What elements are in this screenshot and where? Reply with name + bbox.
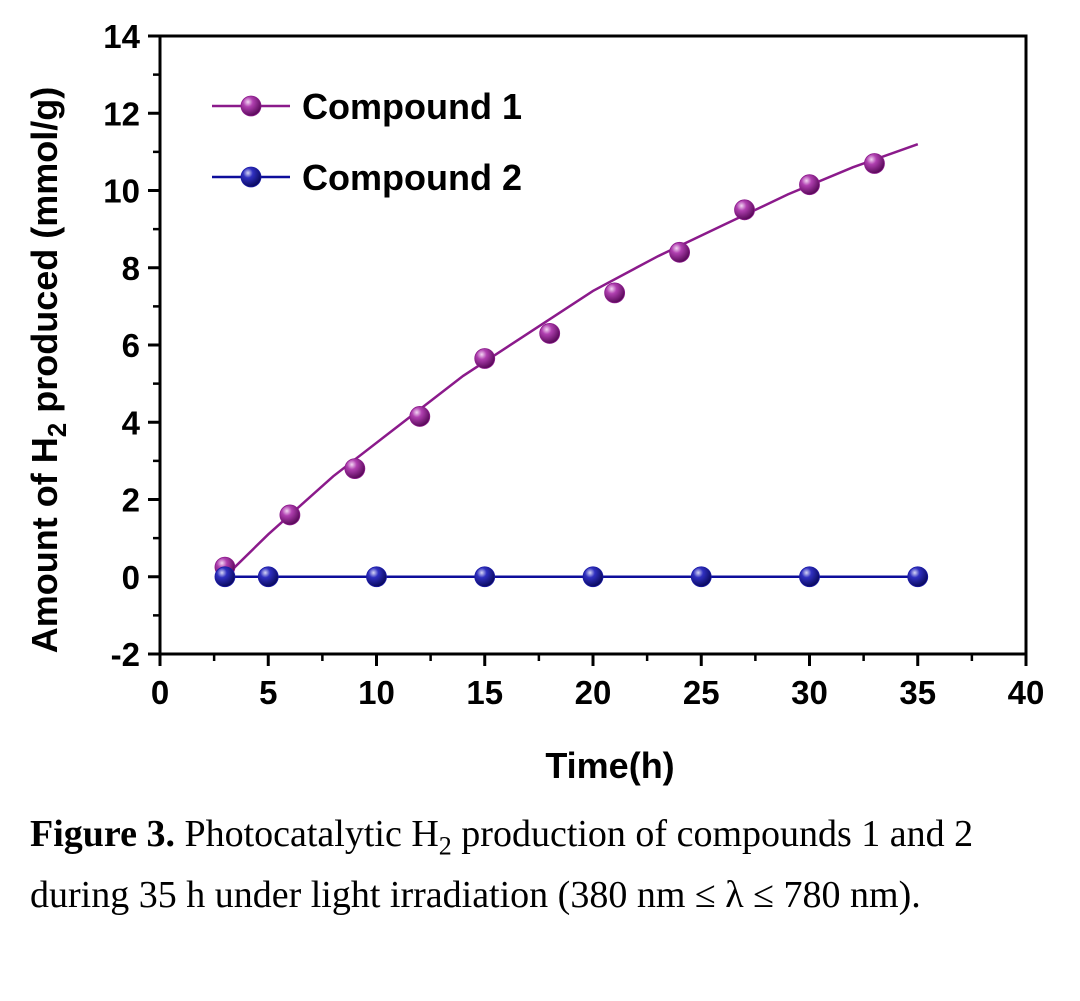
- axis-ticks: 0 5 10 15 20 25 30 35 40 -2 0 2 4 6 8 10 12 14: [103, 18, 1044, 711]
- legend-marker: [240, 166, 262, 188]
- data-point: [604, 282, 626, 304]
- y-axis-label: Amount of H2 produced (mmol/g): [24, 87, 72, 653]
- y-tick-label: 10: [103, 173, 140, 210]
- data-point: [907, 566, 929, 588]
- data-point: [690, 566, 712, 588]
- data-point: [279, 504, 301, 526]
- y-tick-label: 4: [122, 404, 141, 441]
- x-tick-label: 20: [575, 674, 612, 711]
- y-tick-label: 0: [122, 559, 140, 596]
- data-point: [366, 566, 387, 588]
- y-tick-label: 8: [122, 250, 140, 287]
- series-line-1: [224, 143, 919, 578]
- legend-marker: [240, 95, 262, 117]
- x-tick-label: 40: [1008, 674, 1045, 711]
- chart: 0 5 10 15 20 25 30 35 40 -2 0 2 4 6 8 10 12 14 Compound 1…: [24, 18, 1044, 786]
- data-point: [409, 406, 431, 427]
- data-point: [539, 323, 561, 344]
- x-tick-label: 35: [899, 674, 936, 711]
- data-point: [474, 566, 496, 588]
- data-point: [344, 458, 366, 480]
- data-point: [474, 348, 496, 369]
- data-point: [214, 566, 236, 588]
- y-tick-label: -2: [111, 636, 140, 673]
- y-tick-label: 6: [122, 327, 140, 364]
- y-tick-label: 12: [103, 95, 140, 132]
- x-tick-label: 5: [259, 674, 277, 711]
- plot-area: [158, 34, 1028, 656]
- y-axis-label-sub: 2: [42, 423, 72, 437]
- x-tick-label: 10: [358, 674, 395, 711]
- x-axis-label: Time(h): [545, 745, 674, 786]
- x-tick-label: 30: [791, 674, 828, 711]
- x-tick-label: 15: [466, 674, 503, 711]
- y-axis-label-after: produced (mmol/g): [24, 87, 65, 423]
- caption-subscript: 2: [438, 831, 452, 861]
- legend-label: Compound 1: [302, 86, 522, 127]
- data-point: [734, 199, 755, 221]
- y-axis-label-before: Amount of H: [24, 437, 65, 653]
- y-tick-label: 14: [103, 18, 140, 55]
- legend-label: Compound 2: [302, 157, 522, 198]
- x-tick-label: 25: [683, 674, 720, 711]
- caption-text-2: production of compounds 1 and 2 during 3…: [30, 813, 974, 916]
- data-series: [214, 143, 929, 588]
- caption-label: Figure 3.: [30, 813, 175, 855]
- data-point: [669, 241, 690, 263]
- y-tick-label: 2: [122, 482, 140, 519]
- figure-caption: Figure 3. Photocatalytic H2 production o…: [30, 810, 1060, 920]
- caption-text-1: Photocatalytic H: [174, 813, 439, 855]
- data-point: [799, 174, 820, 196]
- data-point: [582, 566, 604, 588]
- data-point: [257, 566, 279, 588]
- data-point: [799, 566, 820, 588]
- data-point: [864, 153, 885, 174]
- plot-frame: [158, 34, 1028, 656]
- x-tick-label: 0: [151, 674, 169, 711]
- legend: Compound 1 Compound 2: [212, 86, 522, 198]
